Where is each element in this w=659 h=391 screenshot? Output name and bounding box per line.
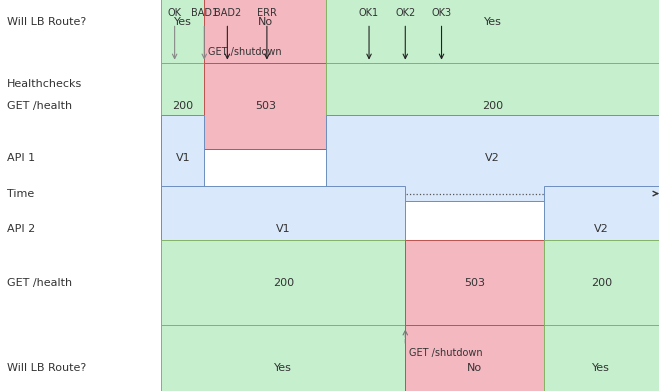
Text: Yes: Yes — [174, 16, 192, 27]
Text: GET /health: GET /health — [7, 100, 72, 111]
Text: GET /shutdown: GET /shutdown — [409, 348, 482, 358]
Bar — [326, 115, 659, 201]
Text: V2: V2 — [485, 153, 500, 163]
Bar — [161, 63, 204, 149]
Bar — [161, 325, 405, 391]
Text: 200: 200 — [482, 100, 503, 111]
Text: Will LB Route?: Will LB Route? — [7, 16, 86, 27]
Text: No: No — [258, 16, 273, 27]
Text: GET /health: GET /health — [7, 278, 72, 289]
Bar — [544, 186, 659, 272]
Text: Will LB Route?: Will LB Route? — [7, 362, 86, 373]
Text: Yes: Yes — [592, 362, 610, 373]
Text: 200: 200 — [273, 278, 294, 289]
Bar — [161, 186, 405, 272]
Text: 503: 503 — [255, 100, 275, 111]
Text: Time: Time — [7, 188, 34, 199]
Text: OK3: OK3 — [432, 7, 451, 18]
Text: API 2: API 2 — [7, 224, 35, 234]
Bar — [161, 240, 405, 326]
Text: V1: V1 — [276, 224, 291, 234]
Bar — [405, 240, 544, 326]
Text: BAD2: BAD2 — [214, 7, 241, 18]
Bar — [405, 325, 544, 391]
Bar — [161, 115, 204, 201]
Text: V2: V2 — [594, 224, 609, 234]
Text: OK1: OK1 — [359, 7, 379, 18]
Bar — [326, 0, 659, 65]
Bar — [326, 63, 659, 149]
Bar — [544, 240, 659, 326]
Text: API 1: API 1 — [7, 153, 35, 163]
Text: 200: 200 — [172, 100, 194, 111]
Text: GET /shutdown: GET /shutdown — [208, 47, 281, 57]
Text: OK: OK — [167, 7, 182, 18]
Bar — [204, 63, 326, 149]
Text: Healthchecks: Healthchecks — [7, 79, 82, 89]
Text: No: No — [467, 362, 482, 373]
Text: ERR: ERR — [257, 7, 277, 18]
Bar — [204, 0, 326, 65]
Bar — [161, 0, 204, 65]
Text: Yes: Yes — [274, 362, 293, 373]
Text: V1: V1 — [175, 153, 190, 163]
Text: OK2: OK2 — [395, 7, 415, 18]
Text: 503: 503 — [464, 278, 485, 289]
Bar — [544, 325, 659, 391]
Text: BAD1: BAD1 — [190, 7, 218, 18]
Text: Yes: Yes — [484, 16, 501, 27]
Text: 200: 200 — [590, 278, 612, 289]
